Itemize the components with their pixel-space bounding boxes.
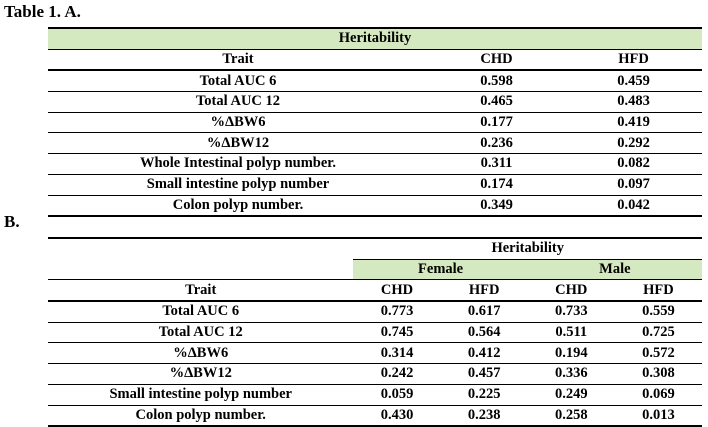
male-chd-cell: 0.336 — [527, 363, 615, 385]
chd-value-cell: 0.598 — [428, 70, 565, 93]
chd-value-cell: 0.311 — [428, 153, 565, 175]
trait-cell: Whole Intestinal polyp number. — [48, 153, 428, 175]
female-hfd-cell: 0.412 — [440, 342, 528, 365]
female-chd-cell: 0.242 — [353, 363, 441, 385]
chd-value-cell: 0.465 — [428, 91, 565, 113]
hfd-value-cell: 0.419 — [565, 112, 702, 134]
male-hfd-cell: 0.572 — [614, 342, 702, 365]
hfd-value-cell: 0.459 — [565, 70, 702, 93]
female-chd-cell: 0.314 — [353, 342, 441, 365]
hfd-value-cell: 0.097 — [565, 174, 702, 196]
table-a-col-trait: Trait — [48, 49, 428, 72]
trait-cell: %ΔBW6 — [48, 112, 428, 134]
male-hfd-cell: 0.308 — [614, 363, 702, 385]
male-hfd-cell: 0.069 — [614, 384, 702, 406]
heritability-table-b: Heritability Female Male Trait CHD HFD C… — [48, 236, 702, 427]
table-b-col-female-hfd: HFD — [440, 279, 528, 303]
table-b-col-female-chd: CHD — [353, 279, 441, 303]
chd-value-cell: 0.349 — [428, 195, 565, 218]
male-hfd-cell: 0.725 — [614, 322, 702, 344]
female-hfd-cell: 0.564 — [440, 322, 528, 344]
trait-cell: Small intestine polyp number — [48, 174, 428, 196]
table-row: Whole Intestinal polyp number. 0.311 0.082 — [48, 153, 702, 175]
chd-value-cell: 0.236 — [428, 132, 565, 155]
female-chd-cell: 0.745 — [353, 322, 441, 344]
table-row: Total AUC 6 0.773 0.617 0.733 0.559 — [48, 301, 702, 323]
table-row: %ΔBW6 0.314 0.412 0.194 0.572 — [48, 342, 702, 365]
table-b-heading: Heritability — [353, 236, 702, 260]
chd-value-cell: 0.174 — [428, 174, 565, 196]
table-row: Colon polyp number. 0.430 0.238 0.258 0.013 — [48, 405, 702, 427]
table-row: %ΔBW12 0.242 0.457 0.336 0.308 — [48, 363, 702, 385]
table-1a-label: Table 1. A. — [4, 2, 81, 21]
trait-cell: Colon polyp number. — [48, 405, 354, 427]
table-b-col-male-hfd: HFD — [614, 279, 702, 303]
table-a-col-hfd: HFD — [565, 49, 702, 72]
trait-cell: Small intestine polyp number — [48, 384, 354, 406]
table-row: Small intestine polyp number 0.174 0.097 — [48, 174, 702, 196]
male-chd-cell: 0.258 — [527, 405, 615, 427]
male-chd-cell: 0.249 — [527, 384, 615, 406]
table-row: Total AUC 12 0.465 0.483 — [48, 91, 702, 113]
trait-cell: %ΔBW12 — [48, 363, 354, 385]
table-row: Colon polyp number. 0.349 0.042 — [48, 195, 702, 218]
table-b-col-trait: Trait — [48, 279, 354, 303]
trait-cell: Total AUC 6 — [48, 301, 354, 323]
hfd-value-cell: 0.042 — [565, 195, 702, 218]
table-1b-label: B. — [4, 212, 20, 231]
male-hfd-cell: 0.013 — [614, 405, 702, 427]
table-b-heading-spacer — [48, 236, 354, 260]
trait-cell: %ΔBW12 — [48, 132, 428, 155]
table-a-heading: Heritability — [48, 26, 702, 50]
table-row: %ΔBW12 0.236 0.292 — [48, 132, 702, 155]
hfd-value-cell: 0.082 — [565, 153, 702, 175]
table-b-group-female: Female — [353, 258, 528, 281]
table-row: Total AUC 6 0.598 0.459 — [48, 70, 702, 93]
table-b-group-male: Male — [527, 258, 702, 281]
table-a-col-chd: CHD — [428, 49, 565, 72]
trait-cell: %ΔBW6 — [48, 342, 354, 365]
male-chd-cell: 0.733 — [527, 301, 615, 323]
table-row: Total AUC 12 0.745 0.564 0.511 0.725 — [48, 322, 702, 344]
female-hfd-cell: 0.238 — [440, 405, 528, 427]
table-b-col-male-chd: CHD — [527, 279, 615, 303]
male-chd-cell: 0.511 — [527, 322, 615, 344]
heritability-table-a: Heritability Trait CHD HFD Total AUC 6 0.… — [48, 26, 702, 218]
hfd-value-cell: 0.483 — [565, 91, 702, 113]
female-chd-cell: 0.059 — [353, 384, 441, 406]
hfd-value-cell: 0.292 — [565, 132, 702, 155]
trait-cell: Total AUC 6 — [48, 70, 428, 93]
female-hfd-cell: 0.617 — [440, 301, 528, 323]
table-row: %ΔBW6 0.177 0.419 — [48, 112, 702, 134]
trait-cell: Total AUC 12 — [48, 91, 428, 113]
trait-cell: Colon polyp number. — [48, 195, 428, 218]
table-row: Small intestine polyp number 0.059 0.225 0.… — [48, 384, 702, 406]
female-chd-cell: 0.773 — [353, 301, 441, 323]
chd-value-cell: 0.177 — [428, 112, 565, 134]
female-chd-cell: 0.430 — [353, 405, 441, 427]
female-hfd-cell: 0.225 — [440, 384, 528, 406]
trait-cell: Total AUC 12 — [48, 322, 354, 344]
male-chd-cell: 0.194 — [527, 342, 615, 365]
female-hfd-cell: 0.457 — [440, 363, 528, 385]
male-hfd-cell: 0.559 — [614, 301, 702, 323]
table-b-group-spacer — [48, 259, 353, 280]
